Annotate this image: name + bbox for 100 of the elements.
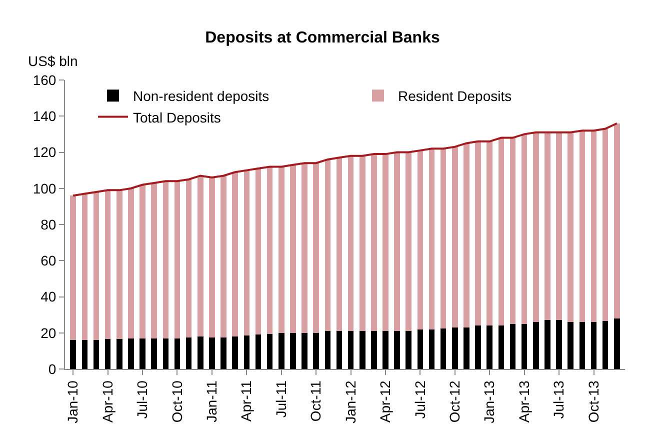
y-tick-label: 0 bbox=[48, 360, 56, 377]
bar bbox=[475, 141, 481, 326]
bar bbox=[568, 322, 574, 369]
bar bbox=[417, 150, 424, 330]
bar bbox=[232, 336, 238, 369]
bar bbox=[197, 176, 204, 336]
chart-title: Deposits at Commercial Banks bbox=[205, 29, 440, 46]
bar bbox=[544, 320, 550, 369]
bar bbox=[602, 128, 608, 322]
x-tick-label: Jan-10 bbox=[64, 380, 81, 424]
bar bbox=[82, 194, 88, 340]
bar bbox=[93, 192, 100, 340]
bar bbox=[556, 320, 562, 369]
bar bbox=[128, 188, 134, 338]
x-tick-label: Jul-10 bbox=[134, 380, 150, 419]
y-tick-label: 20 bbox=[40, 324, 56, 341]
bar bbox=[394, 152, 400, 332]
bar bbox=[209, 337, 215, 369]
bar bbox=[440, 328, 446, 369]
y-tick-label: 100 bbox=[32, 180, 56, 196]
bar bbox=[510, 138, 516, 324]
bar bbox=[186, 179, 192, 338]
bar bbox=[510, 324, 516, 369]
x-tick-label: Apr-12 bbox=[377, 380, 394, 423]
bar bbox=[116, 190, 122, 340]
bar bbox=[498, 138, 504, 326]
bar bbox=[614, 123, 620, 318]
y-tick-label: 40 bbox=[40, 288, 56, 305]
bar bbox=[151, 182, 157, 338]
bar bbox=[348, 331, 354, 369]
bar bbox=[140, 184, 146, 338]
bar bbox=[290, 332, 296, 369]
bar bbox=[556, 132, 562, 320]
bar bbox=[302, 332, 308, 369]
bar bbox=[151, 338, 157, 369]
bar bbox=[116, 339, 122, 369]
bar bbox=[348, 156, 354, 332]
y-axis-title: US$ bln bbox=[28, 53, 78, 69]
bar bbox=[209, 178, 215, 338]
bar bbox=[602, 321, 608, 369]
bar bbox=[174, 181, 180, 338]
bar bbox=[302, 163, 308, 333]
legend-label: Non-resident deposits bbox=[133, 88, 270, 104]
bar bbox=[174, 338, 180, 369]
bar bbox=[70, 196, 76, 340]
y-tick-label: 120 bbox=[32, 144, 56, 160]
y-tick-label: 80 bbox=[40, 216, 56, 232]
bar bbox=[590, 130, 597, 322]
bar bbox=[255, 334, 262, 369]
bar bbox=[417, 329, 424, 369]
bar bbox=[104, 339, 111, 369]
y-tick-label: 140 bbox=[32, 108, 56, 124]
bar bbox=[324, 159, 331, 332]
x-tick-label: Apr-11 bbox=[238, 380, 254, 422]
legend-label: Total Deposits bbox=[133, 109, 221, 126]
bar bbox=[197, 336, 204, 369]
x-tick-label: Jan-11 bbox=[203, 380, 220, 422]
bar bbox=[521, 134, 528, 324]
bar bbox=[486, 326, 493, 369]
bar bbox=[371, 154, 377, 332]
y-tick-label: 160 bbox=[32, 72, 56, 88]
bar bbox=[475, 326, 481, 369]
bar bbox=[255, 168, 262, 335]
legend-label: Resident Deposits bbox=[398, 88, 512, 104]
bar bbox=[313, 163, 319, 333]
bar bbox=[278, 332, 284, 369]
bar bbox=[359, 156, 366, 332]
bar bbox=[382, 331, 388, 369]
bar bbox=[82, 340, 88, 369]
bar bbox=[244, 336, 250, 369]
bar bbox=[278, 166, 284, 333]
bar bbox=[220, 337, 226, 369]
bar bbox=[464, 327, 470, 369]
bar bbox=[452, 146, 458, 328]
bar bbox=[244, 170, 250, 336]
x-tick-label: Apr-10 bbox=[99, 380, 116, 423]
bar bbox=[486, 141, 493, 326]
bar bbox=[428, 329, 435, 369]
x-tick-label: Apr-13 bbox=[516, 380, 532, 423]
bar bbox=[428, 148, 435, 330]
bar bbox=[290, 164, 296, 333]
bar bbox=[220, 176, 226, 338]
bar bbox=[104, 190, 111, 340]
bar bbox=[186, 337, 192, 369]
bar bbox=[371, 331, 377, 369]
x-tick-label: Jul-12 bbox=[412, 380, 428, 419]
bar bbox=[544, 132, 550, 320]
bar bbox=[568, 132, 574, 322]
bar bbox=[406, 152, 412, 332]
bar bbox=[324, 331, 331, 369]
x-tick-label: Jul-11 bbox=[272, 380, 289, 418]
bar bbox=[521, 324, 528, 369]
x-tick-label: Oct-13 bbox=[585, 380, 602, 423]
bar bbox=[336, 158, 342, 332]
bar bbox=[128, 338, 134, 369]
bar bbox=[140, 338, 146, 369]
bar bbox=[382, 154, 388, 332]
bar bbox=[93, 340, 100, 369]
bar bbox=[614, 318, 620, 369]
bar bbox=[406, 331, 412, 369]
